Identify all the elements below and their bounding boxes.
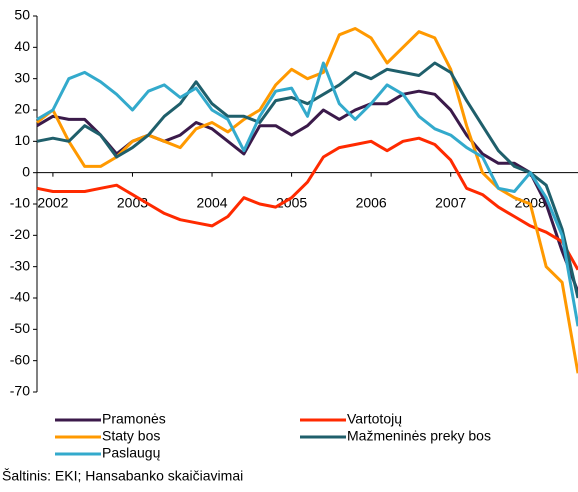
x-tick-label: 2008: [515, 194, 546, 210]
source-note: Šaltinis: EKI; Hansabanko skaičiavimai: [2, 468, 243, 484]
series-line: [36, 136, 578, 271]
y-tick-label: -10: [10, 195, 30, 211]
legend-label: Vartotojų: [347, 411, 402, 427]
x-tick-label: 2002: [37, 194, 68, 210]
y-tick-label: -40: [10, 289, 30, 305]
y-tick-label: 20: [14, 101, 30, 117]
y-tick-label: 0: [22, 163, 30, 179]
y-tick-label: -50: [10, 320, 30, 336]
series-line: [36, 61, 578, 299]
legend-label: Paslaugų: [102, 445, 161, 461]
y-tick-label: 30: [14, 69, 30, 85]
series-line: [36, 61, 578, 327]
y-tick-label: 10: [14, 132, 30, 148]
legend-label: Mažmeninės preky bos: [347, 428, 491, 444]
legend-label: Staty bos: [102, 428, 160, 444]
legend-label: Pramonės: [102, 411, 166, 427]
y-tick-label: -30: [10, 257, 30, 273]
y-tick-label: -20: [10, 226, 30, 242]
y-tick-label: -60: [10, 351, 30, 367]
x-tick-label: 2005: [276, 194, 307, 210]
y-tick-label: 40: [14, 38, 30, 54]
x-tick-label: 2006: [356, 194, 387, 210]
series-line: [36, 27, 578, 374]
x-tick-label: 2007: [435, 194, 466, 210]
y-tick-label: -70: [10, 383, 30, 399]
y-tick-label: 50: [14, 7, 30, 23]
x-tick-label: 2004: [196, 194, 227, 210]
series-line: [36, 89, 578, 293]
